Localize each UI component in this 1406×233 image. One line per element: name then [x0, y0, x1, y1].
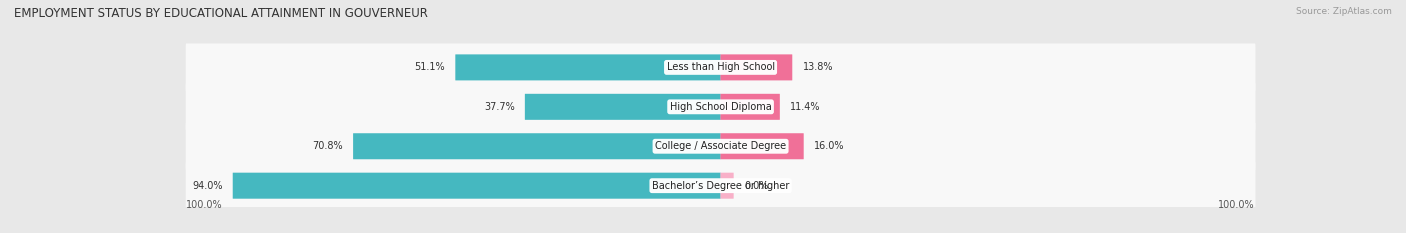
- Text: 51.1%: 51.1%: [415, 62, 446, 72]
- Text: EMPLOYMENT STATUS BY EDUCATIONAL ATTAINMENT IN GOUVERNEUR: EMPLOYMENT STATUS BY EDUCATIONAL ATTAINM…: [14, 7, 427, 20]
- Text: 94.0%: 94.0%: [193, 181, 222, 191]
- FancyBboxPatch shape: [233, 173, 721, 199]
- FancyBboxPatch shape: [186, 83, 1256, 131]
- Text: 37.7%: 37.7%: [484, 102, 515, 112]
- Text: Source: ZipAtlas.com: Source: ZipAtlas.com: [1296, 7, 1392, 16]
- Text: 70.8%: 70.8%: [312, 141, 343, 151]
- Text: 100.0%: 100.0%: [1219, 200, 1256, 210]
- Text: 100.0%: 100.0%: [186, 200, 222, 210]
- Text: 16.0%: 16.0%: [814, 141, 845, 151]
- FancyBboxPatch shape: [186, 44, 1256, 91]
- Text: Less than High School: Less than High School: [666, 62, 775, 72]
- Text: College / Associate Degree: College / Associate Degree: [655, 141, 786, 151]
- FancyBboxPatch shape: [524, 94, 721, 120]
- FancyBboxPatch shape: [186, 122, 1256, 170]
- Text: 11.4%: 11.4%: [790, 102, 821, 112]
- FancyBboxPatch shape: [720, 173, 734, 199]
- FancyBboxPatch shape: [720, 54, 793, 80]
- FancyBboxPatch shape: [720, 94, 780, 120]
- Text: Bachelor’s Degree or higher: Bachelor’s Degree or higher: [652, 181, 789, 191]
- Text: High School Diploma: High School Diploma: [669, 102, 772, 112]
- FancyBboxPatch shape: [186, 162, 1256, 210]
- FancyBboxPatch shape: [456, 54, 721, 80]
- Text: 0.0%: 0.0%: [744, 181, 768, 191]
- FancyBboxPatch shape: [353, 133, 721, 159]
- FancyBboxPatch shape: [720, 133, 804, 159]
- Text: 13.8%: 13.8%: [803, 62, 834, 72]
